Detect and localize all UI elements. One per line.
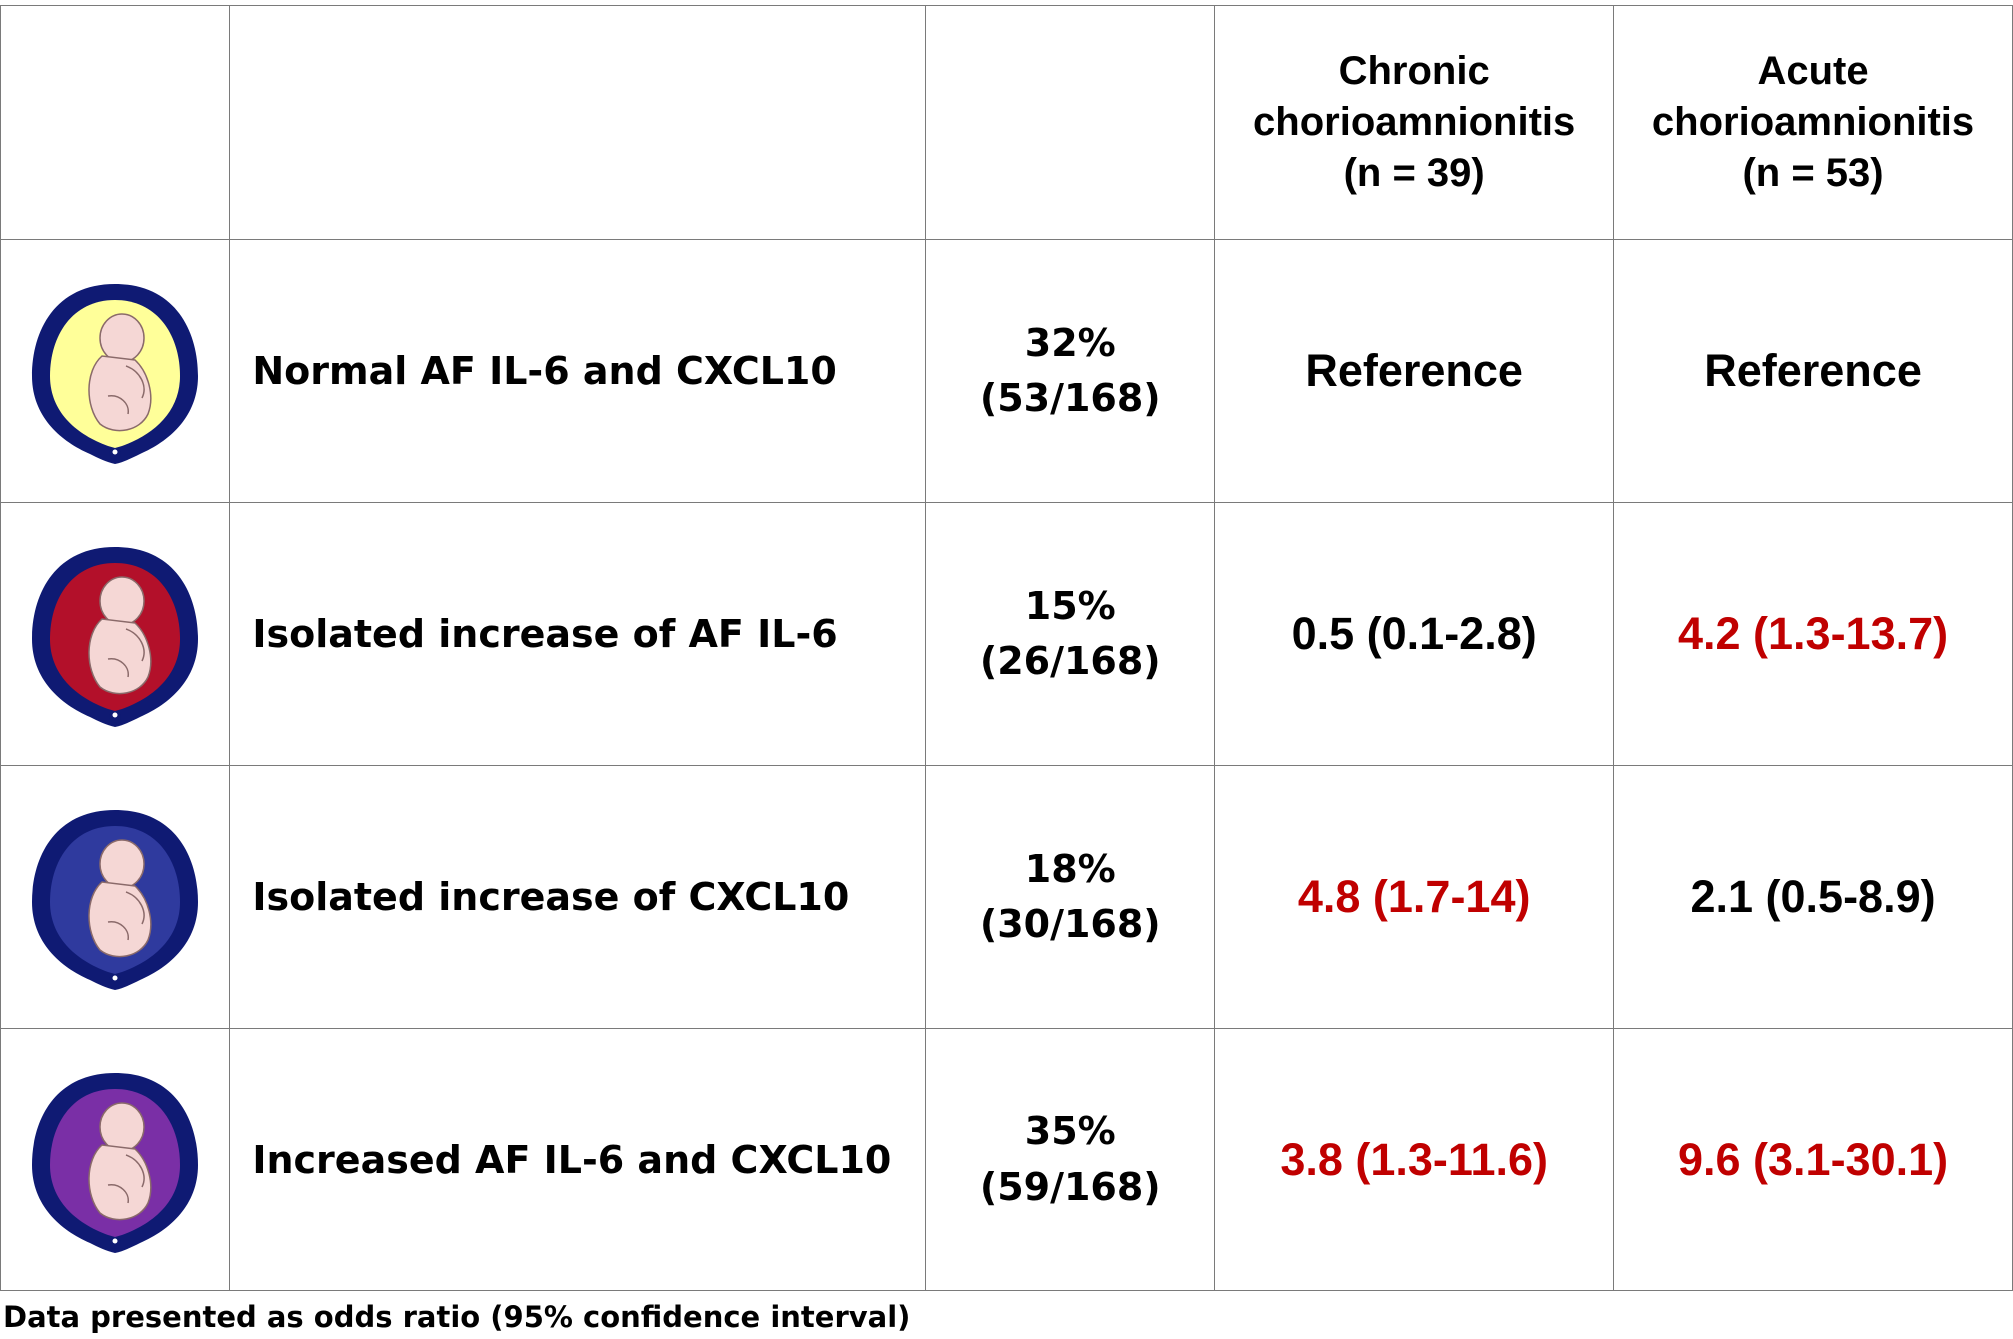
uterus-fetus-normal-icon <box>32 284 199 464</box>
row-pct-value: 15% <box>1024 583 1116 628</box>
header-row: Chronic chorioamnionitis (n = 39) Acute … <box>0 5 2013 240</box>
header-chronic-line-3: (n = 39) <box>1343 151 1485 196</box>
row-label: Normal AF IL-6 and CXCL10 <box>229 239 927 503</box>
row-percentage: 15% (26/168) <box>925 502 1216 766</box>
row-percentage: 18% (30/168) <box>925 765 1216 1029</box>
row-pct-value: 32% <box>1024 320 1116 365</box>
row-chronic-value: 0.5 (0.1-2.8) <box>1214 502 1615 766</box>
header-acute-line-3: (n = 53) <box>1742 151 1884 196</box>
row-chronic-value: 3.8 (1.3-11.6) <box>1214 1028 1615 1291</box>
header-empty-label-cell <box>229 5 927 240</box>
header-chronic-line-2: chorioamnionitis <box>1253 99 1576 144</box>
header-acute-line-1: Acute <box>1757 48 1869 93</box>
table-row: Isolated increase of AF IL-6 15% (26/168… <box>0 502 2013 766</box>
row-pct-count: (30/168) <box>979 902 1161 946</box>
header-chronic-line-1: Chronic <box>1338 48 1490 93</box>
header-acute: Acute chorioamnionitis (n = 53) <box>1613 5 2013 240</box>
row-acute-value: 2.1 (0.5-8.9) <box>1613 765 2013 1029</box>
header-empty-icon-cell <box>0 5 231 240</box>
row-icon-cell <box>0 1028 231 1291</box>
row-pct-count: (26/168) <box>979 639 1161 683</box>
row-chronic-value: 4.8 (1.7-14) <box>1214 765 1615 1029</box>
uterus-fetus-il6-icon <box>32 547 199 727</box>
row-chronic-value: Reference <box>1214 239 1615 503</box>
row-label: Isolated increase of AF IL-6 <box>229 502 927 766</box>
row-pct-count: (59/168) <box>979 1164 1161 1209</box>
uterus-fetus-both-icon <box>32 1072 199 1253</box>
row-acute-value: Reference <box>1613 239 2013 503</box>
row-icon-cell <box>0 502 231 766</box>
header-acute-line-2: chorioamnionitis <box>1651 99 1975 144</box>
row-acute-value: 9.6 (3.1-30.1) <box>1613 1028 2013 1291</box>
row-label: Increased AF IL-6 and CXCL10 <box>229 1028 927 1291</box>
row-pct-value: 35% <box>1024 1109 1116 1154</box>
uterus-fetus-cxcl10-icon <box>32 810 199 990</box>
row-label: Isolated increase of CXCL10 <box>229 765 927 1029</box>
row-acute-value: 4.2 (1.3-13.7) <box>1613 502 2013 766</box>
row-percentage: 35% (59/168) <box>925 1028 1216 1291</box>
row-pct-count: (53/168) <box>979 376 1161 420</box>
odds-ratio-table: Chronic chorioamnionitis (n = 39) Acute … <box>0 5 2013 1291</box>
row-percentage: 32% (53/168) <box>925 239 1216 503</box>
header-chronic: Chronic chorioamnionitis (n = 39) <box>1214 5 1615 240</box>
table-row: Normal AF IL-6 and CXCL10 32% (53/168) R… <box>0 239 2013 503</box>
table-row: Isolated increase of CXCL10 18% (30/168)… <box>0 765 2013 1029</box>
row-pct-value: 18% <box>1024 846 1116 891</box>
table-row: Increased AF IL-6 and CXCL10 35% (59/168… <box>0 1028 2013 1291</box>
row-icon-cell <box>0 239 231 503</box>
header-empty-pct-cell <box>925 5 1216 240</box>
footnote: Data presented as odds ratio (95% confid… <box>3 1300 911 1334</box>
results-table-wrapper: Chronic chorioamnionitis (n = 39) Acute … <box>0 5 2013 1291</box>
row-icon-cell <box>0 765 231 1029</box>
